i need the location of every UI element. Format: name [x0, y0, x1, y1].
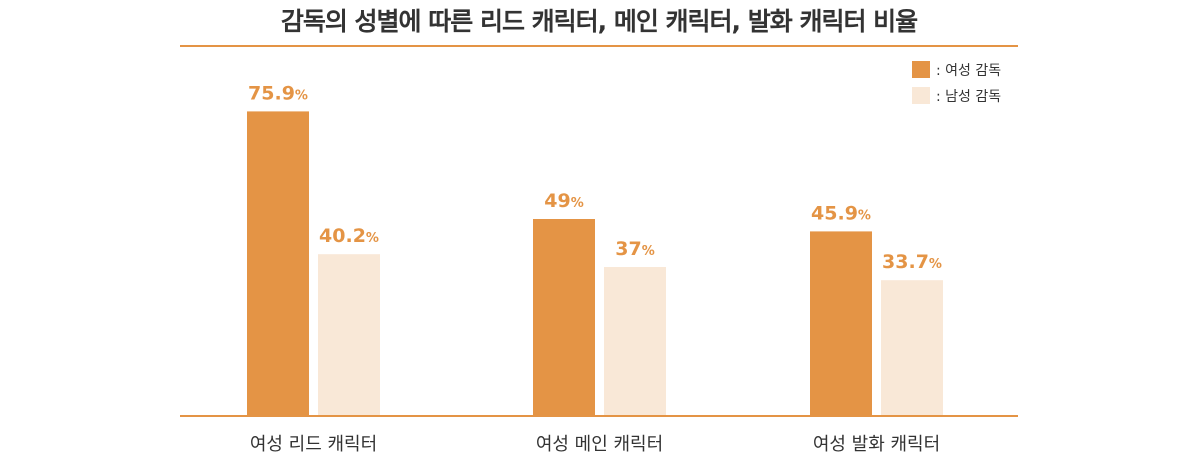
- legend: : 여성 감독 : 남성 감독: [912, 61, 1001, 105]
- value-label-female-1: 75.9%: [248, 82, 308, 104]
- bar-male-3: [881, 280, 943, 415]
- bar-female-2: [533, 219, 595, 415]
- legend-swatch-male: [912, 87, 930, 104]
- value-label-female-2: 49%: [544, 190, 583, 212]
- bar-male-2: [604, 267, 666, 415]
- bar-female-3: [810, 231, 872, 415]
- category-label-1: 여성 리드 캐릭터: [250, 434, 377, 455]
- category-label-3: 여성 발화 캐릭터: [813, 434, 940, 455]
- value-label-male-2: 37%: [615, 238, 654, 260]
- chart-title: 감독의 성별에 따른 리드 캐릭터, 메인 캐릭터, 발화 캐릭터 비율: [280, 7, 918, 36]
- category-labels-group: 여성 리드 캐릭터 여성 메인 캐릭터 여성 발화 캐릭터: [250, 434, 940, 455]
- bar-female-1: [247, 111, 309, 416]
- category-label-2: 여성 메인 캐릭터: [536, 434, 663, 455]
- value-label-male-3: 33.7%: [882, 251, 942, 273]
- bar-male-1: [318, 254, 380, 415]
- legend-label-male: : 남성 감독: [936, 89, 1001, 105]
- value-label-female-3: 45.9%: [811, 202, 871, 224]
- value-label-male-1: 40.2%: [319, 225, 379, 247]
- value-labels-group: 75.9% 40.2% 49% 37% 45.9% 33.7%: [248, 82, 942, 273]
- legend-swatch-female: [912, 61, 930, 78]
- legend-label-female: : 여성 감독: [936, 63, 1001, 79]
- bars-group: [247, 111, 943, 416]
